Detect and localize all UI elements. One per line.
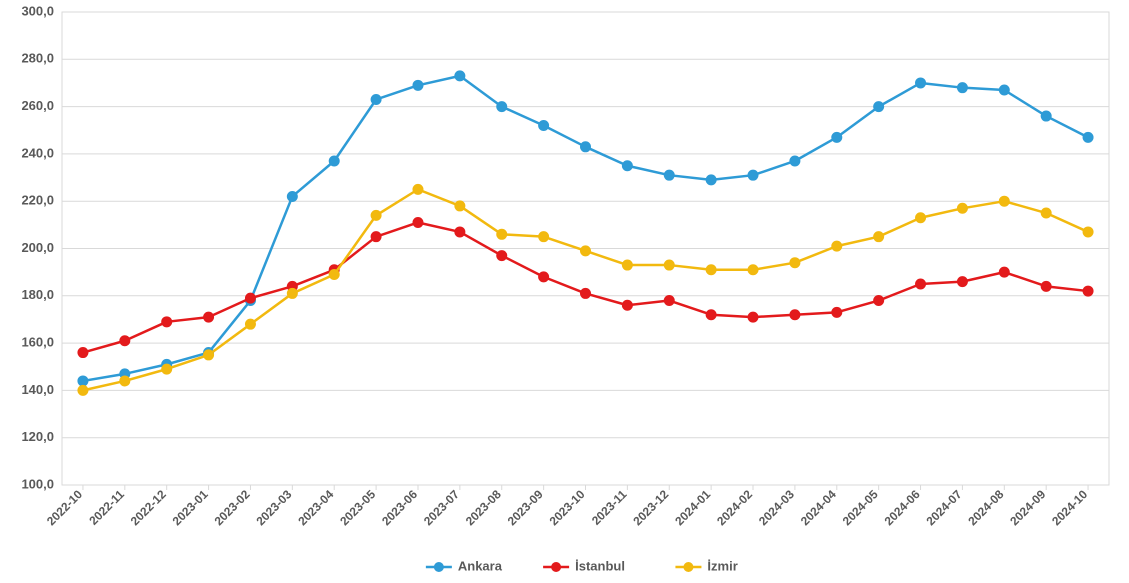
series-marker — [371, 95, 381, 105]
series-marker — [245, 319, 255, 329]
series-marker — [371, 232, 381, 242]
y-tick-label: 120,0 — [21, 429, 54, 444]
series-marker — [204, 350, 214, 360]
series-marker — [120, 336, 130, 346]
y-tick-label: 300,0 — [21, 3, 54, 18]
series-marker — [664, 260, 674, 270]
series-marker — [790, 156, 800, 166]
series-marker — [413, 184, 423, 194]
series-marker — [622, 161, 632, 171]
series-marker — [832, 241, 842, 251]
series-marker — [916, 213, 926, 223]
series-marker — [706, 265, 716, 275]
series-marker — [1083, 286, 1093, 296]
series-marker — [999, 267, 1009, 277]
series-marker — [957, 83, 967, 93]
y-tick-label: 180,0 — [21, 287, 54, 302]
y-tick-label: 140,0 — [21, 382, 54, 397]
series-marker — [455, 227, 465, 237]
series-marker — [413, 217, 423, 227]
series-marker — [999, 196, 1009, 206]
series-marker — [1041, 208, 1051, 218]
series-marker — [581, 288, 591, 298]
series-marker — [287, 191, 297, 201]
series-marker — [245, 293, 255, 303]
series-marker — [78, 385, 88, 395]
y-tick-label: 220,0 — [21, 193, 54, 208]
legend-swatch-marker — [683, 562, 693, 572]
series-marker — [832, 132, 842, 142]
series-marker — [287, 288, 297, 298]
legend-label: İstanbul — [575, 558, 625, 573]
legend-swatch-marker — [551, 562, 561, 572]
legend-swatch-marker — [434, 562, 444, 572]
series-marker — [539, 232, 549, 242]
series-marker — [1083, 132, 1093, 142]
series-marker — [162, 317, 172, 327]
series-marker — [957, 203, 967, 213]
series-marker — [622, 260, 632, 270]
series-marker — [120, 376, 130, 386]
series-marker — [162, 364, 172, 374]
series-marker — [999, 85, 1009, 95]
series-marker — [748, 170, 758, 180]
legend-label: İzmir — [707, 558, 737, 573]
y-tick-label: 280,0 — [21, 51, 54, 66]
series-marker — [957, 277, 967, 287]
series-marker — [874, 232, 884, 242]
series-marker — [916, 78, 926, 88]
series-marker — [790, 258, 800, 268]
series-marker — [706, 310, 716, 320]
series-marker — [329, 270, 339, 280]
series-marker — [748, 265, 758, 275]
series-marker — [832, 307, 842, 317]
series-marker — [916, 279, 926, 289]
series-marker — [874, 102, 884, 112]
y-tick-label: 200,0 — [21, 240, 54, 255]
legend-label: Ankara — [458, 558, 503, 573]
series-marker — [1083, 227, 1093, 237]
y-tick-label: 100,0 — [21, 476, 54, 491]
series-marker — [413, 80, 423, 90]
series-marker — [539, 272, 549, 282]
series-marker — [455, 71, 465, 81]
series-marker — [539, 121, 549, 131]
line-chart: 100,0 120,0 140,0 160,0 180,0 200,0 220,0 240,0… — [0, 0, 1129, 583]
series-marker — [1041, 111, 1051, 121]
series-marker — [664, 296, 674, 306]
series-marker — [706, 175, 716, 185]
series-marker — [1041, 281, 1051, 291]
series-marker — [78, 376, 88, 386]
series-marker — [497, 251, 507, 261]
series-marker — [874, 296, 884, 306]
y-tick-label: 260,0 — [21, 98, 54, 113]
series-marker — [622, 300, 632, 310]
series-marker — [581, 246, 591, 256]
series-marker — [204, 312, 214, 322]
y-tick-label: 160,0 — [21, 335, 54, 350]
series-marker — [78, 348, 88, 358]
series-marker — [497, 229, 507, 239]
series-marker — [581, 142, 591, 152]
series-marker — [790, 310, 800, 320]
series-marker — [329, 156, 339, 166]
series-marker — [664, 170, 674, 180]
series-marker — [497, 102, 507, 112]
series-marker — [371, 210, 381, 220]
series-marker — [748, 312, 758, 322]
series-marker — [455, 201, 465, 211]
y-tick-label: 240,0 — [21, 145, 54, 160]
